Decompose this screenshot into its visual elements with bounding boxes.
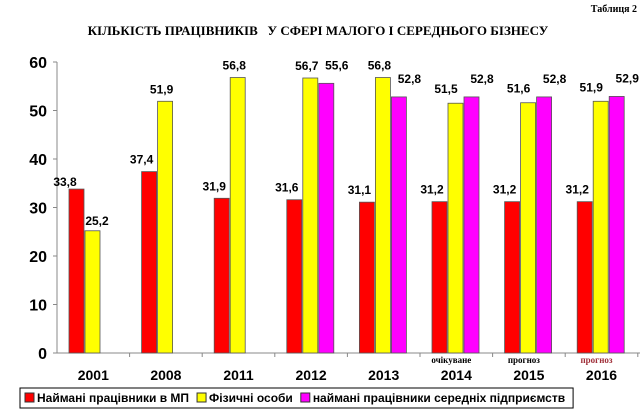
x-tick-label: 2011 bbox=[223, 367, 254, 383]
bar-1 bbox=[157, 100, 174, 354]
legend-box bbox=[19, 387, 574, 409]
bar-1 bbox=[229, 77, 246, 354]
y-tick-label: 10 bbox=[29, 298, 47, 315]
x-tick-label: 2008 bbox=[150, 367, 181, 383]
bar-1 bbox=[592, 100, 609, 354]
bar-0 bbox=[213, 197, 230, 354]
bar-0 bbox=[576, 201, 593, 354]
category-note: прогноз bbox=[580, 355, 612, 365]
bar-1 bbox=[302, 77, 319, 354]
bar-0 bbox=[68, 188, 85, 354]
x-tick-label: 2014 bbox=[441, 367, 472, 383]
category-note: прогноз bbox=[508, 355, 540, 365]
x-tick-label: 2013 bbox=[368, 367, 399, 383]
data-label: 37,4 bbox=[130, 153, 154, 167]
bar-1 bbox=[447, 102, 464, 354]
legend-swatch-0 bbox=[24, 392, 35, 403]
data-label: 31,1 bbox=[348, 183, 372, 197]
data-label: 52,9 bbox=[616, 71, 640, 85]
legend-label-2: наймані працівники середніх підприємств bbox=[313, 391, 565, 405]
category-note: очікуване bbox=[431, 355, 471, 365]
y-tick-label: 20 bbox=[29, 249, 47, 266]
data-label: 31,2 bbox=[566, 183, 590, 197]
bar-2 bbox=[390, 96, 407, 354]
x-tick-label: 2012 bbox=[296, 367, 327, 383]
bar-2 bbox=[536, 96, 552, 354]
data-label: 51,6 bbox=[507, 82, 531, 96]
x-tick-label: 2001 bbox=[78, 367, 109, 383]
legend-label-0: Наймані працівники в МП bbox=[37, 391, 189, 405]
data-label: 52,8 bbox=[398, 72, 422, 86]
y-tick-label: 0 bbox=[38, 346, 47, 363]
data-label: 51,9 bbox=[150, 82, 174, 96]
bar-0 bbox=[141, 171, 158, 354]
data-label: 56,8 bbox=[223, 59, 247, 73]
data-label: 31,2 bbox=[420, 183, 444, 197]
bar-0 bbox=[286, 199, 303, 354]
bar-0 bbox=[431, 201, 448, 354]
legend-label-1: Фізичні особи bbox=[209, 391, 293, 405]
data-label: 52,8 bbox=[470, 72, 494, 86]
data-label: 51,9 bbox=[580, 80, 604, 94]
bar-0 bbox=[504, 201, 521, 354]
bar-1 bbox=[374, 77, 391, 354]
chart-title: КІЛЬКІСТЬ ПРАЦІВНИКІВ У СФЕРІ МАЛОГО І С… bbox=[88, 23, 549, 38]
data-label: 56,7 bbox=[295, 59, 319, 73]
data-label: 31,9 bbox=[203, 179, 227, 193]
bar-0 bbox=[358, 201, 375, 354]
bar-2 bbox=[608, 96, 625, 354]
bar-1 bbox=[520, 102, 536, 354]
y-tick-label: 60 bbox=[29, 55, 47, 72]
x-tick-label: 2016 bbox=[586, 367, 617, 383]
data-label: 33,8 bbox=[53, 175, 77, 189]
legend-swatch-2 bbox=[300, 392, 311, 403]
bar-2 bbox=[318, 82, 335, 354]
table-label: Таблиця 2 bbox=[591, 4, 637, 15]
y-tick-label: 40 bbox=[29, 152, 47, 169]
legend-swatch-1 bbox=[196, 392, 207, 403]
data-label: 55,6 bbox=[325, 58, 349, 72]
bar-1 bbox=[84, 230, 101, 354]
data-label: 31,2 bbox=[493, 183, 517, 197]
data-label: 25,2 bbox=[85, 214, 109, 228]
data-label: 56,8 bbox=[368, 59, 392, 73]
data-label: 31,6 bbox=[275, 181, 299, 195]
y-tick-label: 30 bbox=[29, 201, 47, 218]
bar-2 bbox=[463, 96, 480, 354]
data-label: 52,8 bbox=[543, 72, 567, 86]
x-tick-label: 2015 bbox=[513, 367, 544, 383]
data-label: 51,5 bbox=[434, 82, 458, 96]
y-tick-label: 50 bbox=[29, 104, 47, 121]
